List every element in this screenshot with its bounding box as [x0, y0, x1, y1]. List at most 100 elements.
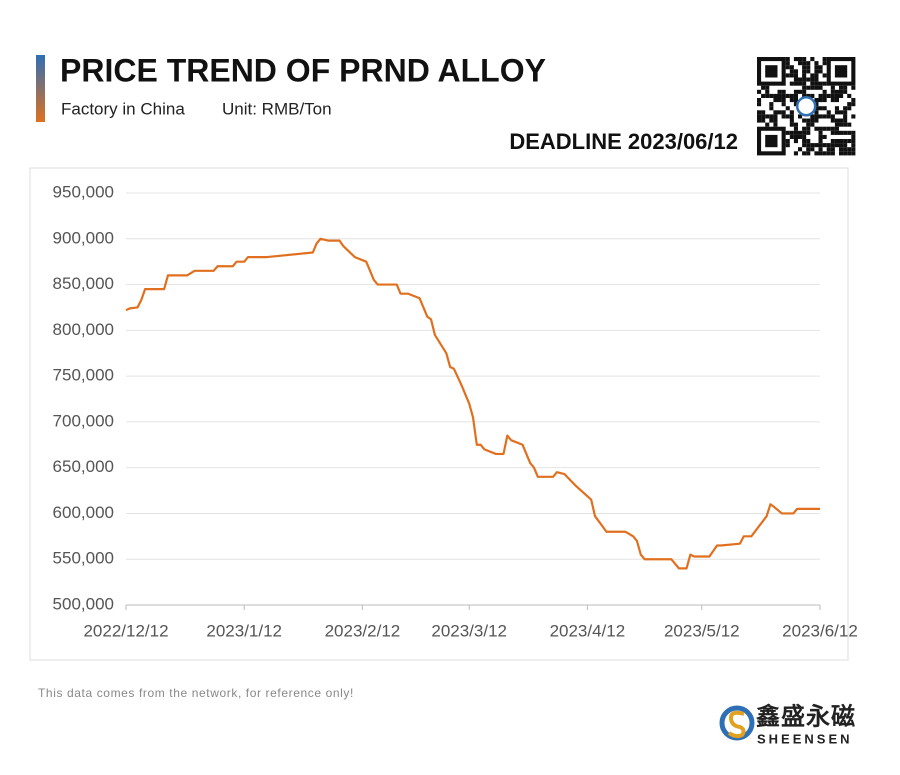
qr-module [785, 65, 790, 70]
qr-module [773, 98, 778, 103]
qr-module [810, 85, 815, 90]
qr-module [847, 93, 852, 98]
qr-module [834, 106, 839, 111]
qr-module [822, 61, 827, 66]
qr-module [834, 93, 839, 98]
qr-module [789, 93, 794, 98]
qr-module [789, 73, 794, 78]
qr-module [781, 89, 786, 94]
qr-module [814, 69, 819, 74]
qr-module [814, 110, 819, 115]
qr-module [830, 126, 835, 131]
qr-module [839, 89, 844, 94]
qr-module [802, 77, 807, 82]
qr-module [793, 77, 798, 82]
x-tick-label: 2023/5/12 [664, 621, 740, 640]
qr-module [785, 106, 790, 111]
qr-module [777, 110, 782, 115]
qr-module [810, 114, 815, 119]
qr-module [847, 130, 852, 135]
qr-module [851, 102, 856, 107]
qr-module [834, 122, 839, 127]
qr-module [773, 118, 778, 123]
qr-module [839, 93, 844, 98]
qr-module [806, 61, 811, 66]
qr-module [822, 73, 827, 78]
y-tick-label: 650,000 [53, 457, 114, 476]
qr-module [851, 139, 856, 144]
qr-module [810, 77, 815, 82]
qr-module [761, 110, 766, 115]
qr-module [765, 114, 770, 119]
qr-module [798, 61, 803, 66]
qr-module [851, 130, 856, 135]
qr-module [802, 143, 807, 148]
qr-module [839, 151, 844, 156]
qr-module [818, 151, 823, 156]
qr-module [818, 126, 823, 131]
qr-module [826, 126, 831, 131]
qr-module [761, 114, 766, 119]
qr-module [839, 122, 844, 127]
qr-module [781, 98, 786, 103]
qr-module [843, 89, 848, 94]
qr-module [851, 98, 856, 103]
qr-module [814, 85, 819, 90]
qr-module [843, 147, 848, 152]
qr-module [781, 110, 786, 115]
qr-module [802, 151, 807, 156]
qr-module [830, 118, 835, 123]
qr-module [802, 130, 807, 135]
qr-module [814, 73, 819, 78]
qr-module [785, 57, 790, 62]
qr-module [789, 81, 794, 86]
chart-frame [29, 167, 849, 661]
qr-module [843, 114, 848, 119]
qr-module [802, 85, 807, 90]
qr-module [818, 81, 823, 86]
qr-module [830, 130, 835, 135]
qr-module [793, 126, 798, 131]
qr-module [806, 77, 811, 82]
qr-module [818, 130, 823, 135]
x-tick-label: 2023/2/12 [325, 621, 401, 640]
qr-module [806, 151, 811, 156]
qr-module [785, 143, 790, 148]
qr-module [818, 139, 823, 144]
qr-module [814, 114, 819, 119]
brand-logo [719, 705, 755, 741]
qr-module [814, 118, 819, 123]
qr-module [826, 110, 831, 115]
unit: Unit: RMB/Ton [222, 99, 332, 118]
qr-module [781, 102, 786, 107]
qr-module [757, 118, 762, 123]
qr-module [834, 143, 839, 148]
qr-module [773, 122, 778, 127]
qr-module [789, 69, 794, 74]
qr-module [765, 93, 770, 98]
qr-module [777, 89, 782, 94]
x-tick-label: 2023/3/12 [431, 621, 507, 640]
qr-finder [756, 126, 786, 156]
qr-module [777, 93, 782, 98]
qr-module [789, 114, 794, 119]
qr-module [814, 126, 819, 131]
qr-module [802, 73, 807, 78]
qr-module [822, 81, 827, 86]
qr-module [822, 114, 827, 119]
qr-module [793, 151, 798, 156]
qr-module [814, 77, 819, 82]
qr-module [789, 65, 794, 70]
qr-module [781, 114, 786, 119]
deadline: DEADLINE 2023/06/12 [509, 129, 738, 154]
qr-module [839, 85, 844, 90]
qr-module [851, 134, 856, 139]
qr-module [810, 118, 815, 123]
qr-module [785, 139, 790, 144]
qr-module [806, 147, 811, 152]
qr-module [757, 114, 762, 119]
qr-module [769, 114, 774, 119]
qr-module [839, 139, 844, 144]
qr-finder-core [765, 134, 778, 148]
